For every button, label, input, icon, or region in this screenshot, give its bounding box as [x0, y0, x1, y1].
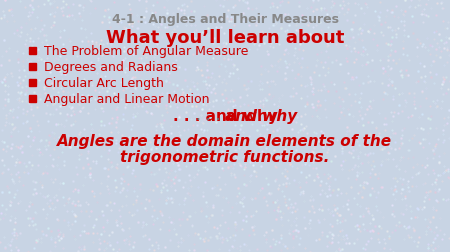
- Text: . . .: . . .: [196, 108, 225, 123]
- Text: Degrees and Radians: Degrees and Radians: [44, 60, 178, 73]
- Text: What you’ll learn about: What you’ll learn about: [106, 29, 344, 47]
- Text: . . . and why: . . . and why: [172, 108, 278, 123]
- Bar: [28, 95, 36, 102]
- Bar: [28, 63, 36, 70]
- Text: Angular and Linear Motion: Angular and Linear Motion: [44, 92, 210, 105]
- Text: trigonometric functions.: trigonometric functions.: [120, 149, 330, 164]
- Text: and why: and why: [225, 108, 297, 123]
- Bar: [28, 47, 36, 54]
- Text: 4-1 : Angles and Their Measures: 4-1 : Angles and Their Measures: [112, 13, 338, 26]
- Text: The Problem of Angular Measure: The Problem of Angular Measure: [44, 44, 248, 57]
- Text: Circular Arc Length: Circular Arc Length: [44, 76, 164, 89]
- Bar: [28, 79, 36, 86]
- Text: Angles are the domain elements of the: Angles are the domain elements of the: [58, 134, 392, 148]
